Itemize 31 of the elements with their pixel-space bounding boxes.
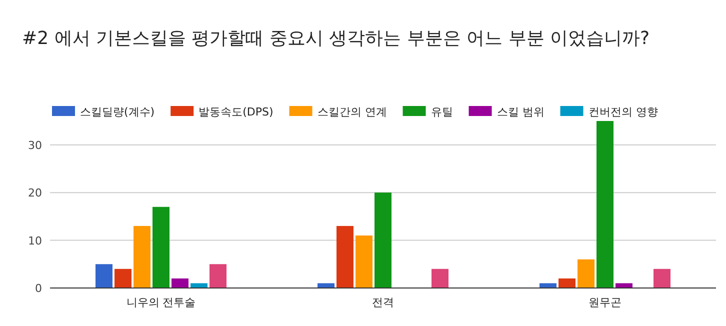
bar bbox=[578, 259, 594, 288]
bar bbox=[558, 278, 576, 288]
bar bbox=[318, 283, 334, 288]
bar bbox=[114, 268, 132, 288]
bar bbox=[336, 226, 354, 288]
x-tick-label: 원무곤 bbox=[588, 296, 622, 309]
x-tick-label: 니우의 전투술 bbox=[126, 296, 196, 309]
bar bbox=[152, 206, 170, 288]
bar bbox=[210, 264, 226, 288]
bar bbox=[596, 121, 614, 288]
bar bbox=[96, 264, 112, 288]
bar bbox=[356, 236, 372, 288]
x-tick-label: 전격 bbox=[372, 296, 394, 309]
chart-title: #2 에서 기본스킬을 평가할때 중요시 생각하는 부분은 어느 부분 이었습니까? bbox=[22, 28, 650, 49]
legend-label: 발동속도(DPS) bbox=[198, 106, 274, 118]
y-tick-label: 0 bbox=[35, 282, 42, 295]
bar bbox=[616, 283, 632, 288]
bar bbox=[432, 268, 448, 288]
legend-label: 컨버전의 영향 bbox=[588, 106, 658, 118]
y-tick-label: 30 bbox=[28, 138, 42, 152]
legend-label: 스킬딜량(계수) bbox=[80, 106, 155, 118]
bar bbox=[172, 278, 188, 288]
bar bbox=[540, 283, 556, 288]
bar bbox=[134, 226, 150, 288]
legend-label: 유틸 bbox=[430, 106, 453, 118]
legend-label: 스킬 범위 bbox=[496, 106, 544, 118]
y-tick-label: 20 bbox=[28, 186, 42, 200]
bar bbox=[654, 268, 670, 288]
y-tick-label: 10 bbox=[28, 234, 42, 248]
bar bbox=[374, 192, 392, 288]
legend-label: 스킬간의 연계 bbox=[317, 106, 387, 118]
